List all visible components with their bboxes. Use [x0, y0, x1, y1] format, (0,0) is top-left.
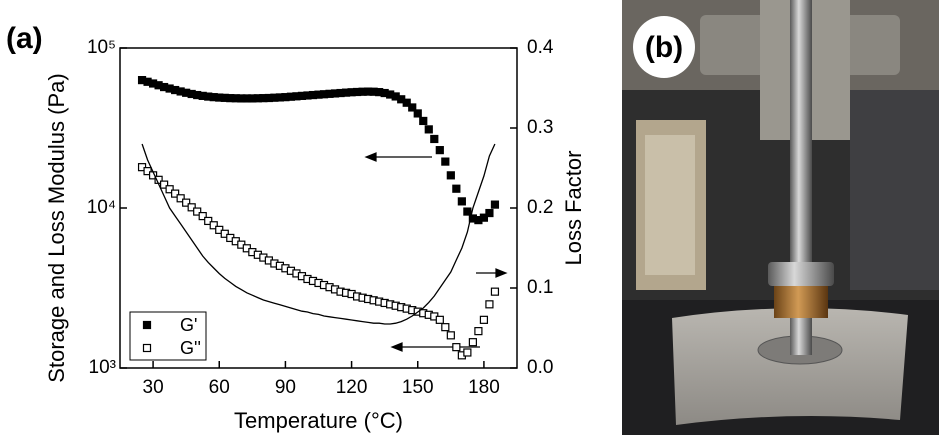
x-tick-label: 60: [209, 377, 230, 398]
g-double-prime-point: [160, 180, 169, 189]
y2-tick-label: 0.2: [527, 197, 553, 218]
side-panel-inner: [645, 135, 695, 275]
arrows: [364, 152, 508, 352]
g-double-prime-point: [474, 327, 483, 336]
g-prime-point: [452, 184, 461, 193]
x-axis-label: Temperature (°C): [234, 408, 403, 433]
y2-tick-label: 0.4: [527, 37, 554, 58]
g-prime-point: [424, 125, 433, 134]
g-double-prime-point: [171, 189, 180, 198]
g-double-prime-point: [198, 211, 207, 221]
arrow-head: [364, 152, 377, 162]
side-frame: [850, 90, 939, 290]
g-double-prime-point: [187, 203, 196, 212]
photo: (b): [622, 0, 939, 435]
g-double-prime-point: [182, 198, 191, 207]
x-tick-label: 180: [468, 377, 500, 398]
x-tick-label: 30: [143, 377, 164, 398]
g-prime-point: [413, 109, 422, 118]
g-double-prime-point: [220, 229, 229, 238]
y-tick-label: 10³: [89, 357, 116, 378]
x-tick-label: 120: [336, 377, 368, 398]
chart: (a) 30 60 90 120 150 180 10³ 10⁴ 10⁵ 0.0 0.1 0.2 0.3…: [6, 22, 586, 433]
loss-factor-line: [141, 143, 496, 325]
arrow-head: [495, 268, 508, 278]
g-double-prime-point: [193, 207, 202, 216]
g-prime-point: [490, 200, 500, 209]
g-double-prime-point: [468, 338, 477, 347]
legend-label: G'': [180, 338, 201, 358]
g-double-prime-point: [446, 331, 455, 340]
y-tick-label: 10⁴: [87, 197, 116, 218]
y2-tick-label: 0.0: [527, 357, 553, 378]
collar: [768, 262, 834, 286]
legend-marker: [142, 320, 152, 330]
x-tick-label: 150: [402, 377, 434, 398]
label-bg: [633, 16, 695, 78]
y-tick-label: 10⁵: [87, 37, 116, 58]
y2-tick-label: 0.1: [527, 277, 553, 298]
g-prime-point: [402, 98, 411, 107]
g-double-prime-point: [479, 315, 489, 324]
y-axis-label: Storage and Loss Modulus (Pa): [44, 73, 69, 382]
legend-box: [129, 311, 207, 361]
g-double-prime-point: [441, 323, 450, 332]
g-prime-point: [446, 171, 455, 180]
y2-tick-label: 0.3: [527, 117, 553, 138]
coupling: [774, 286, 828, 318]
y2-axis-label: Loss Factor: [561, 151, 586, 266]
arrow-head: [390, 342, 403, 352]
g-prime-point: [441, 157, 450, 166]
g-prime-point: [408, 103, 417, 112]
x-tick-label: 90: [275, 377, 296, 398]
g-prime-point: [485, 208, 494, 218]
g-double-prime-point: [165, 185, 174, 194]
g-double-prime-point: [204, 216, 213, 226]
g-double-prime-point: [435, 315, 444, 324]
base-plate: [672, 308, 908, 425]
panel-label: (b): [645, 31, 683, 64]
g-double-prime-point: [209, 221, 218, 230]
g-double-prime-point: [176, 194, 185, 203]
legend-label: G': [180, 315, 197, 335]
g-double-prime-point: [463, 348, 472, 357]
g-double-prime-point: [490, 287, 500, 296]
g-prime-point: [479, 213, 489, 222]
g-double-prime-point: [452, 343, 461, 352]
g-prime-point: [435, 146, 444, 155]
g-prime-point: [419, 116, 428, 126]
g-prime-point: [457, 197, 466, 206]
g-prime-point: [430, 134, 439, 144]
g-double-prime-point: [143, 167, 152, 176]
legend-marker: [142, 343, 152, 353]
g-double-prime-point: [485, 300, 494, 309]
g-prime-point: [463, 207, 472, 216]
panel-label: (a): [6, 22, 43, 55]
